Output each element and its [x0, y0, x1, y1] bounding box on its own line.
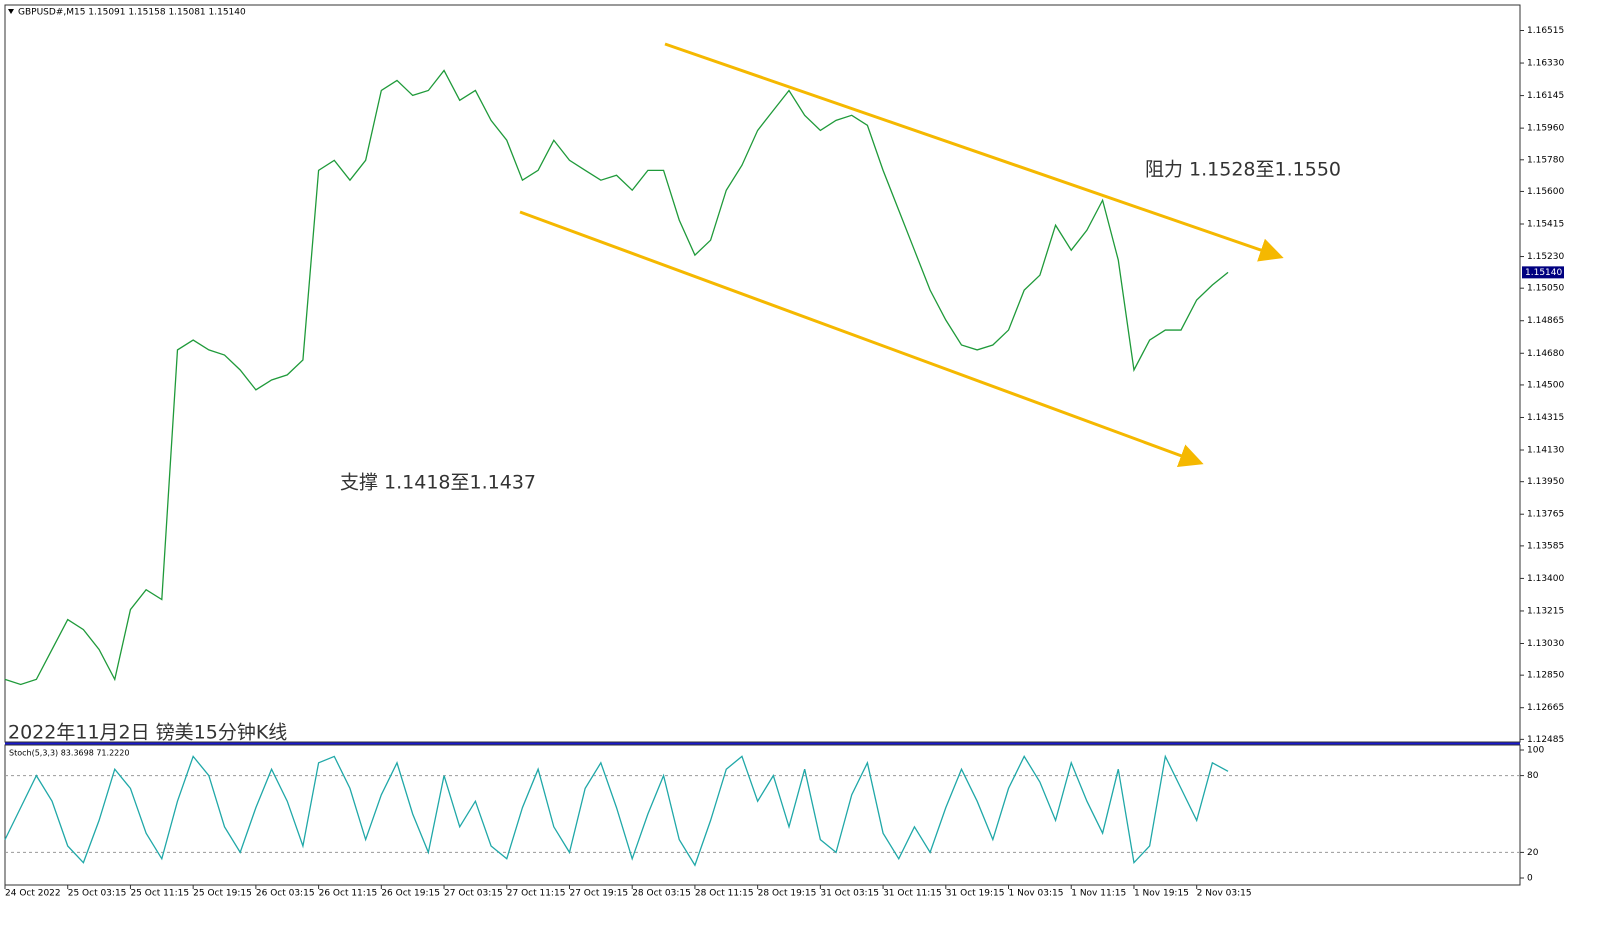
x-tick-label: 1 Nov 11:15 [1071, 889, 1126, 899]
x-tick-label: 31 Oct 19:15 [946, 889, 1005, 899]
y-tick-label: 20 [1527, 848, 1539, 858]
x-tick-label: 1 Nov 19:15 [1134, 889, 1189, 899]
x-tick-label: 24 Oct 2022 [5, 889, 61, 899]
y-tick-label: 0 [1527, 874, 1533, 884]
x-tick-label: 31 Oct 03:15 [820, 889, 879, 899]
x-tick-label: 31 Oct 11:15 [883, 889, 942, 899]
price-line [4, 69, 1229, 686]
header-arrow [8, 9, 14, 14]
y-tick-label: 1.14680 [1527, 349, 1564, 359]
y-tick-label: 1.15600 [1527, 187, 1564, 197]
y-tick-label: 1.13585 [1527, 541, 1564, 551]
channel-upper [664, 42, 1284, 262]
y-tick-label: 1.16330 [1527, 59, 1564, 69]
y-tick-label: 1.15780 [1527, 155, 1564, 165]
y-tick-label: 1.14130 [1527, 446, 1564, 456]
annotation: 阻力 1.1528至1.1550 [1145, 159, 1341, 181]
y-tick-label: 1.16145 [1527, 91, 1564, 101]
y-tick-label: 1.14865 [1527, 316, 1564, 326]
main-panel [4, 4, 1521, 743]
y-tick-label: 1.12850 [1527, 671, 1564, 681]
x-tick-label: 26 Oct 03:15 [256, 889, 315, 899]
x-tick-label: 28 Oct 11:15 [695, 889, 754, 899]
x-tick-label: 27 Oct 19:15 [569, 889, 628, 899]
x-tick-label: 28 Oct 19:15 [758, 889, 817, 899]
y-tick-label: 1.13950 [1527, 477, 1564, 487]
caption: 2022年11月2日 镑美15分钟K线 [8, 722, 287, 744]
annotation: 支撑 1.1418至1.1437 [340, 472, 536, 494]
x-tick-label: 28 Oct 03:15 [632, 889, 691, 899]
y-tick-label: 1.15230 [1527, 252, 1564, 262]
channel-lower [519, 210, 1204, 468]
y-tick-label: 1.15415 [1527, 219, 1564, 229]
x-tick-label: 1 Nov 03:15 [1009, 889, 1064, 899]
y-tick-label: 1.15960 [1527, 124, 1564, 134]
x-tick-label: 27 Oct 11:15 [507, 889, 566, 899]
y-tick-label: 1.16515 [1527, 26, 1564, 36]
x-tick-label: 25 Oct 03:15 [68, 889, 127, 899]
y-tick-label: 1.12485 [1527, 735, 1564, 745]
stoch-panel [4, 744, 1521, 886]
y-tick-label: 1.12665 [1527, 703, 1564, 713]
x-tick-label: 27 Oct 03:15 [444, 889, 503, 899]
y-tick-label: 1.13765 [1527, 510, 1564, 520]
y-tick-label: 1.13215 [1527, 606, 1564, 616]
y-tick-label: 80 [1527, 771, 1539, 781]
symbol-header: GBPUSD#,M15 1.15091 1.15158 1.15081 1.15… [18, 8, 246, 18]
x-tick-label: 25 Oct 19:15 [193, 889, 252, 899]
x-tick-label: 25 Oct 11:15 [130, 889, 189, 899]
x-tick-label: 26 Oct 19:15 [381, 889, 440, 899]
stoch-header: Stoch(5,3,3) 83.3698 71.2220 [9, 749, 129, 758]
last-price-box [1522, 266, 1564, 279]
y-tick-label: 1.14315 [1527, 413, 1564, 423]
last-price-label: 1.15140 [1525, 268, 1562, 278]
y-tick-label: 100 [1527, 746, 1544, 756]
y-tick-label: 1.13030 [1527, 639, 1564, 649]
y-tick-label: 1.14500 [1527, 380, 1564, 390]
y-tick-label: 1.15050 [1527, 284, 1564, 294]
x-tick-label: 2 Nov 03:15 [1197, 889, 1252, 899]
y-tick-label: 1.13400 [1527, 574, 1564, 584]
price-line [4, 754, 1229, 867]
x-tick-label: 26 Oct 11:15 [319, 889, 378, 899]
